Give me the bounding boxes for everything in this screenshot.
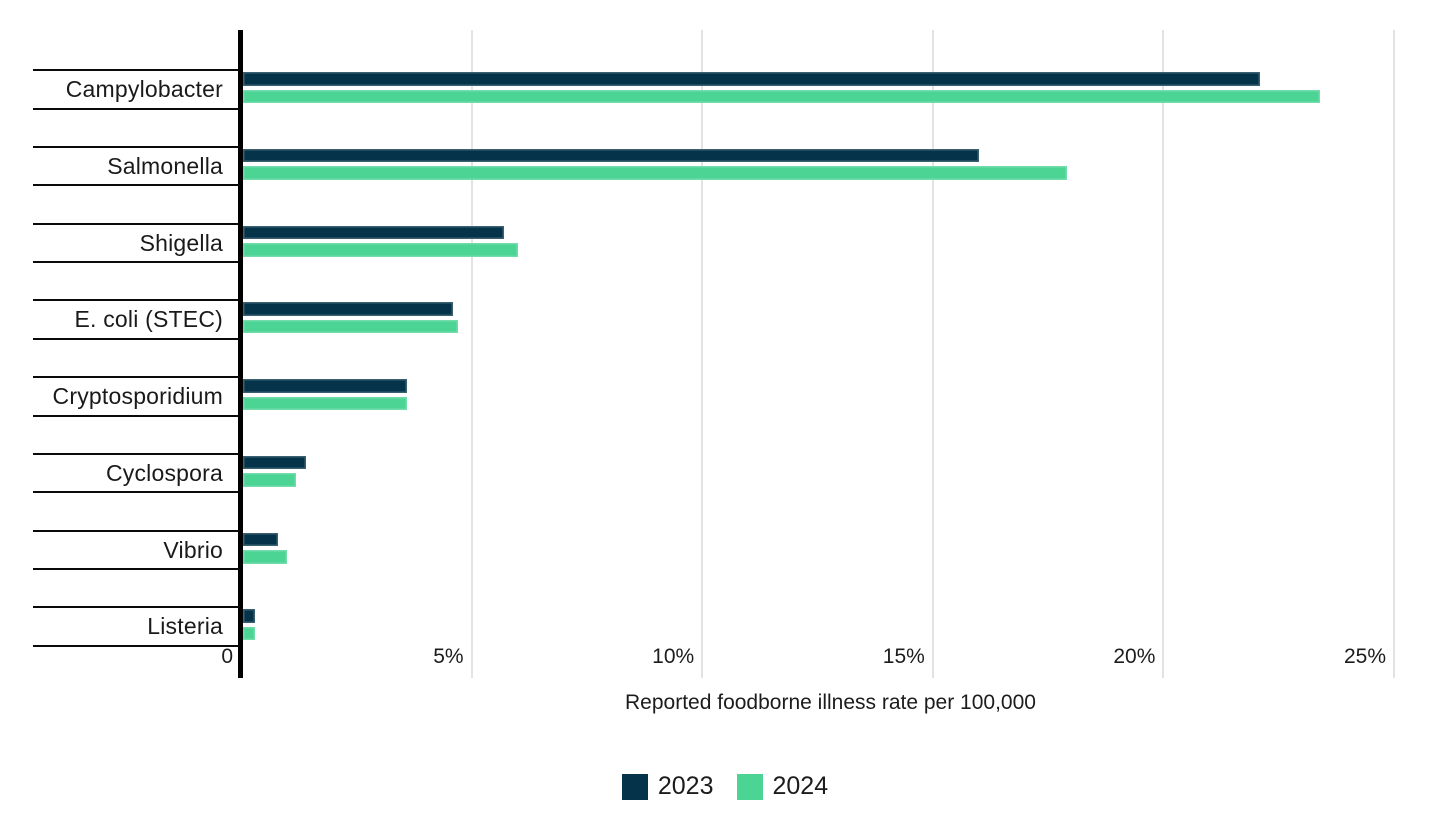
gridline [701,30,704,678]
category-label: Listeria [147,613,223,640]
category-band-line-top [33,452,239,455]
category-label: Shigella [139,229,223,256]
category-band-line-top [33,529,239,532]
bar-2024 [243,396,408,411]
y-axis-line [238,30,243,678]
category-band-line-top [33,222,239,225]
category-band-line-top [33,376,239,379]
bar-2024 [243,319,458,334]
bar-2023 [243,532,278,547]
category-label: Cyclospora [105,459,223,486]
legend-item-2023: 2023 [621,772,714,801]
legend-swatch-2024 [736,773,763,800]
bar-2024 [243,473,297,487]
category-label: Vibrio [163,536,223,563]
category-label: Campylobacter [65,76,223,102]
gridline [1393,30,1395,678]
bar-2023 [243,72,1261,86]
category-label: E. coli (STEC) [74,306,223,333]
bar-2023 [243,225,504,240]
x-tick-label: 20% [1113,645,1156,668]
gridline [931,30,934,678]
bar-2024 [243,89,1321,103]
x-tick-label: 0 [221,645,233,668]
bar-2023 [243,302,454,316]
x-tick-label: 25% [1343,645,1386,668]
x-tick-label: 15% [882,645,925,668]
legend-swatch-2023 [621,773,648,800]
bar-2023 [243,455,306,470]
x-tick-label: 10% [652,645,695,668]
bar-2024 [243,626,255,641]
category-band-line-top [33,69,239,71]
bar-2024 [243,243,518,257]
legend: 2023 2024 [0,772,1450,801]
category-label: Cryptosporidium [52,383,223,410]
category-band-line-top [33,145,239,148]
category-band-line-bottom [33,337,239,340]
category-band-line-bottom [33,414,239,417]
bar-2023 [243,609,255,623]
category-band-line-bottom [33,107,239,110]
category-band-line-top [33,299,239,302]
legend-item-2024: 2024 [736,772,829,801]
legend-label: 2024 [772,772,829,800]
category-band-line-bottom [33,644,239,647]
category-band-line-bottom [33,568,239,571]
bar-2023 [243,379,408,393]
category-band-line-bottom [33,261,239,264]
category-band-line-top [33,606,239,609]
bar-2024 [243,166,1067,180]
legend-label: 2023 [657,772,714,800]
x-axis-title: Reported foodborne illness rate per 100,… [625,691,1036,714]
category-band-line-bottom [33,491,239,494]
bar-2023 [243,148,979,163]
bar-2024 [243,550,288,564]
category-label: Salmonella [107,152,223,179]
category-band-line-bottom [33,184,239,187]
x-tick-label: 5% [433,645,464,668]
gridline [1162,30,1165,678]
gridline [470,30,473,678]
